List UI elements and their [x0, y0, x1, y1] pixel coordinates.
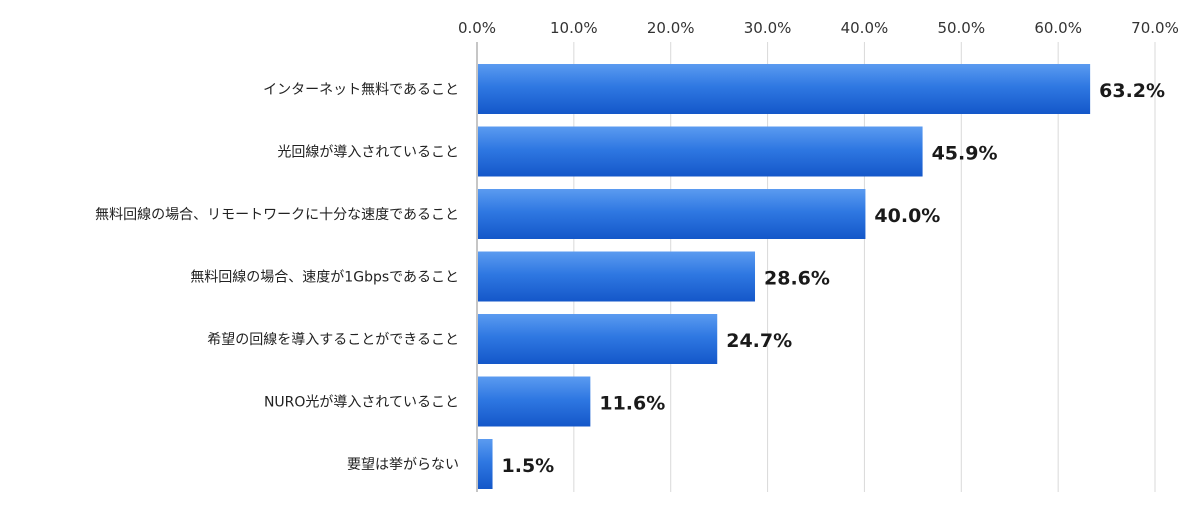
category-labels: インターネット無料であること光回線が導入されていること無料回線の場合、リモートワ… — [95, 82, 459, 473]
bar — [478, 376, 591, 427]
bar — [478, 126, 923, 177]
x-tick-label: 10.0% — [550, 19, 598, 37]
category-label: NURO光が導入されていること — [264, 395, 459, 411]
data-label: 40.0% — [874, 205, 940, 227]
x-tick-label: 60.0% — [1034, 19, 1082, 37]
x-tick-label: 70.0% — [1131, 19, 1179, 37]
bar — [478, 439, 493, 489]
data-label: 28.6% — [764, 268, 830, 290]
data-label: 24.7% — [726, 330, 792, 352]
x-axis-ticks: 0.0% 10.0% 20.0% 30.0% 40.0% 50.0% 60.0% 70.0% — [458, 19, 1179, 37]
data-label: 11.6% — [599, 393, 665, 415]
x-tick-label: 20.0% — [647, 19, 695, 37]
gridlines — [573, 42, 1156, 492]
x-tick-label: 50.0% — [937, 19, 985, 37]
bar — [478, 251, 756, 302]
data-label: 1.5% — [502, 455, 555, 477]
category-label: 無料回線の場合、速度が1Gbpsであること — [190, 270, 459, 286]
category-label: 希望の回線を導入することができること — [207, 332, 459, 348]
data-labels: 63.2% 45.9% 40.0% 28.6% 24.7% 11.6% 1.5% — [502, 80, 1166, 477]
category-label: 要望は挙がらない — [347, 457, 459, 473]
bar — [478, 64, 1091, 114]
category-label: インターネット無料であること — [263, 82, 459, 98]
x-tick-label: 30.0% — [744, 19, 792, 37]
category-label: 光回線が導入されていること — [277, 145, 459, 161]
bar — [478, 314, 718, 364]
data-label: 63.2% — [1099, 80, 1165, 102]
bar — [478, 189, 866, 239]
x-tick-label: 40.0% — [841, 19, 889, 37]
x-tick-label: 0.0% — [458, 19, 496, 37]
bars — [478, 64, 1091, 489]
category-label: 無料回線の場合、リモートワークに十分な速度であること — [95, 207, 459, 223]
data-label: 45.9% — [932, 143, 998, 165]
